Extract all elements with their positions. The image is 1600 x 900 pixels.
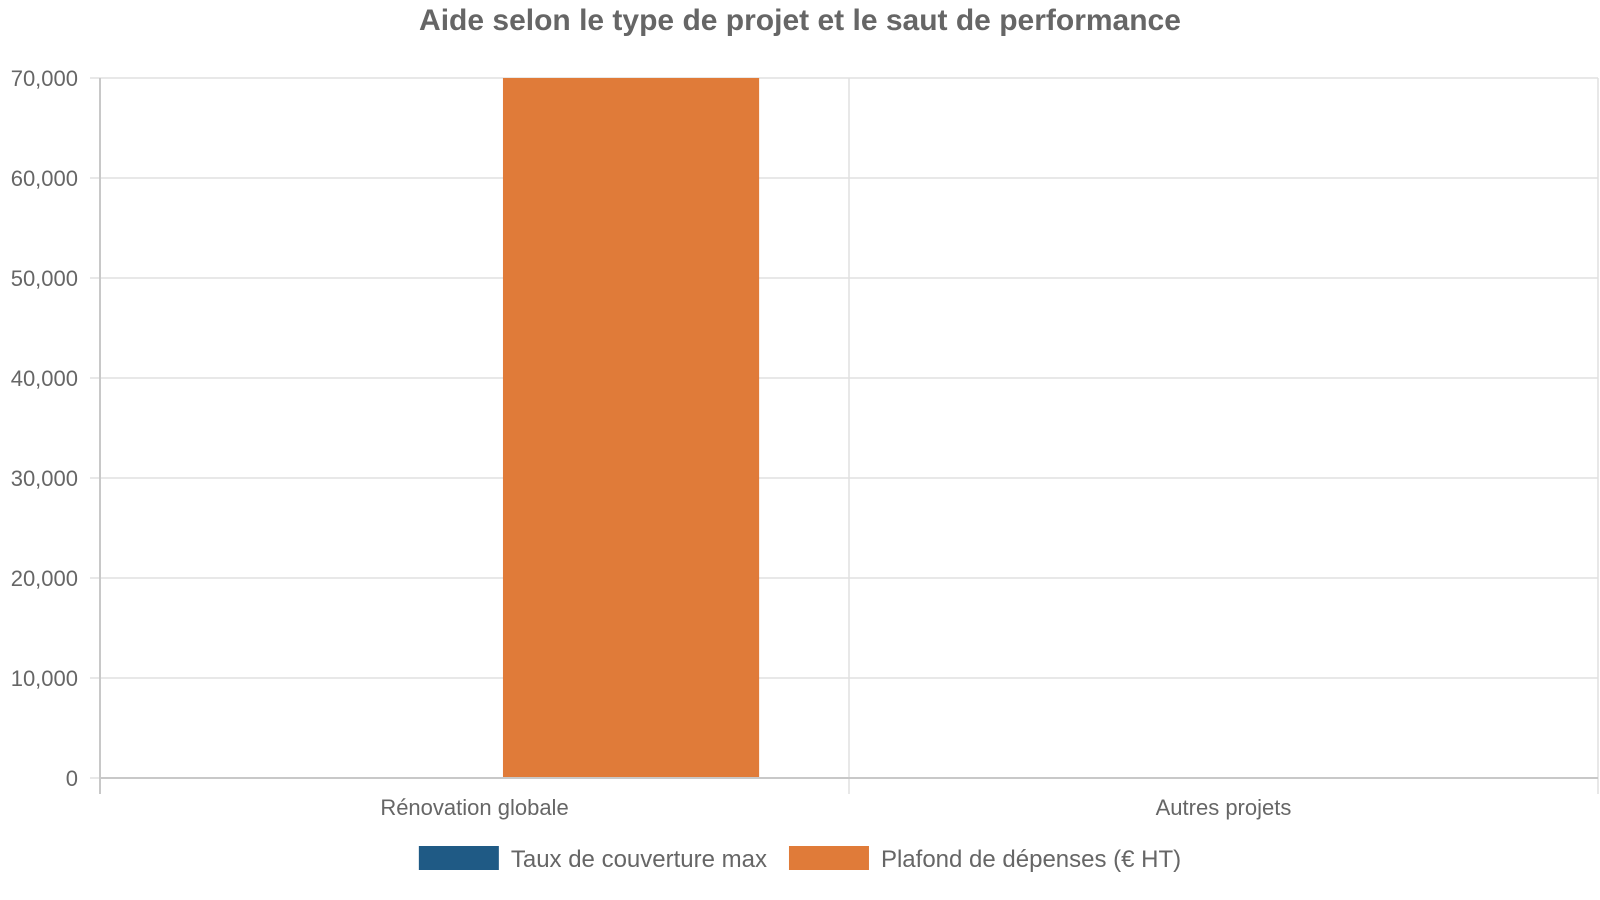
legend: Taux de couverture max Plafond de dépense…	[418, 846, 1181, 873]
y-tick-label: 60,000	[11, 166, 78, 191]
bars	[189, 78, 760, 778]
axes: 0 10,000 20,000 30,000 40,000 50,000 60,000 70,…	[11, 66, 1598, 820]
bar-plafond-0[interactable]	[502, 78, 760, 778]
legend-label-0[interactable]: Taux de couverture max	[511, 846, 767, 873]
x-tick-label: Autres projets	[1156, 795, 1292, 820]
chart-title: Aide selon le type de projet et le saut …	[419, 4, 1181, 37]
y-tick-label: 70,000	[11, 66, 78, 91]
x-tick-label: Rénovation globale	[380, 795, 568, 820]
grid-lines	[90, 77, 1599, 794]
legend-swatch-0[interactable]	[418, 846, 499, 870]
legend-label-1[interactable]: Plafond de dépenses (€ HT)	[881, 846, 1181, 873]
y-tick-label: 0	[66, 766, 78, 791]
y-tick-label: 50,000	[11, 266, 78, 291]
y-tick-label: 20,000	[11, 566, 78, 591]
y-tick-label: 40,000	[11, 366, 78, 391]
y-tick-label: 10,000	[11, 666, 78, 691]
y-tick-label: 30,000	[11, 466, 78, 491]
legend-swatch-1[interactable]	[788, 846, 869, 870]
